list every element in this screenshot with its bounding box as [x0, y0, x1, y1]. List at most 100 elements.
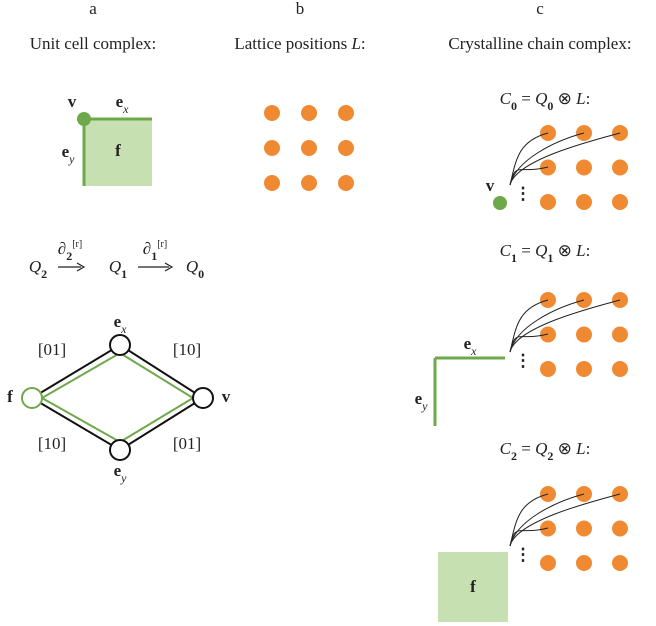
lattice-site — [612, 194, 628, 210]
text-part: = — [517, 439, 535, 458]
cell-label: v — [486, 176, 495, 195]
text-part: v — [222, 387, 231, 406]
translation-curve — [509, 493, 621, 547]
text-part: ∂ — [58, 239, 66, 258]
lattice-site — [301, 175, 317, 191]
map-label: ∂1[r] — [143, 239, 167, 263]
panel-letter: b — [296, 0, 305, 18]
text-part: 2 — [511, 449, 517, 463]
text-part: y — [120, 471, 127, 485]
lattice-site — [264, 105, 280, 121]
cell-label: f — [470, 577, 476, 596]
lattice-site — [612, 326, 628, 343]
hasse-inner — [39, 351, 195, 444]
text-part: = — [517, 89, 535, 108]
text-part: 1 — [547, 251, 553, 265]
text-part: y — [421, 399, 428, 413]
cell-label: ex — [116, 92, 130, 116]
text-part: Q — [186, 257, 198, 276]
space-label: Q1 — [109, 257, 127, 281]
lattice-site — [612, 555, 628, 571]
text-part: : — [586, 439, 591, 458]
text-part: 1 — [151, 249, 157, 263]
lattice-site — [540, 194, 556, 210]
text-part: Unit cell complex: — [30, 34, 157, 53]
ellipsis: ⋮ — [515, 545, 532, 564]
cell-label: ey — [415, 389, 429, 413]
hasse-node — [109, 334, 131, 356]
vertex — [493, 196, 507, 210]
face — [438, 552, 508, 622]
translation-curve — [509, 132, 621, 186]
space-label: Q0 — [186, 257, 204, 281]
translation-curve — [509, 527, 549, 547]
text-part: x — [470, 344, 477, 358]
lattice-site — [338, 175, 354, 191]
text-part: e — [114, 461, 122, 480]
text-part: v — [68, 92, 77, 111]
edge-label: [01] — [173, 434, 201, 453]
text-part: f — [470, 577, 476, 596]
panel-letter: a — [89, 0, 97, 18]
translation-curve — [509, 299, 621, 353]
lattice-site — [612, 520, 628, 537]
cell-label: ey — [62, 142, 76, 166]
text-part: Lattice positions — [234, 34, 351, 53]
lattice-site — [338, 105, 354, 121]
text-part: Q — [29, 257, 41, 276]
hasse-label: ey — [114, 461, 128, 485]
text-part: 2 — [66, 249, 72, 263]
ellipsis: ⋮ — [515, 351, 532, 370]
text-part: 1 — [121, 267, 127, 281]
text-part: 2 — [547, 449, 553, 463]
text-part: [r] — [157, 239, 167, 250]
text-part: x — [122, 102, 129, 116]
text-part: L — [350, 34, 360, 53]
hasse-node — [21, 387, 43, 409]
text-part: ⊗ — [553, 241, 576, 260]
ellipsis: ⋮ — [515, 184, 532, 203]
text-part: 1 — [511, 251, 517, 265]
text-part: C — [500, 89, 512, 108]
panel-letter: c — [536, 0, 544, 18]
panel-title: Lattice positions L: — [234, 34, 365, 53]
translation-curve — [509, 333, 549, 353]
text-part: : — [586, 241, 591, 260]
lattice-site — [540, 555, 556, 571]
translation-curve — [509, 493, 585, 547]
lattice-site — [576, 520, 592, 537]
text-part: e — [116, 92, 124, 111]
face — [84, 119, 152, 186]
text-part: C — [500, 241, 512, 260]
text-part: 0 — [547, 99, 553, 113]
lattice-site — [264, 140, 280, 156]
hasse-node — [192, 387, 214, 409]
panel-title: Unit cell complex: — [30, 34, 157, 53]
text-part: e — [114, 312, 122, 331]
arrow-head — [164, 262, 174, 272]
text-part: Crystalline chain complex: — [448, 34, 631, 53]
text-part: : — [586, 89, 591, 108]
edge-label: [10] — [173, 340, 201, 359]
text-part: v — [486, 176, 495, 195]
text-part: [r] — [72, 239, 82, 250]
space-label: Q2 — [29, 257, 47, 281]
text-part: = — [517, 241, 535, 260]
hasse-node — [109, 439, 131, 461]
equation: C0 = Q0 ⊗ L: — [500, 89, 591, 113]
text-part: : — [361, 34, 366, 53]
equation: C2 = Q2 ⊗ L: — [500, 439, 591, 463]
lattice-site — [540, 361, 556, 377]
lattice-site — [612, 159, 628, 176]
lattice-site — [612, 361, 628, 377]
text-part: e — [464, 334, 472, 353]
cell-label: f — [115, 141, 121, 160]
lattice-site — [576, 159, 592, 176]
edge-label: [01] — [38, 340, 66, 359]
text-part: L — [575, 439, 585, 458]
text-part: ⊗ — [553, 89, 576, 108]
text-part: ∂ — [143, 239, 151, 258]
equation: C1 = Q1 ⊗ L: — [500, 241, 591, 265]
text-part: L — [575, 89, 585, 108]
